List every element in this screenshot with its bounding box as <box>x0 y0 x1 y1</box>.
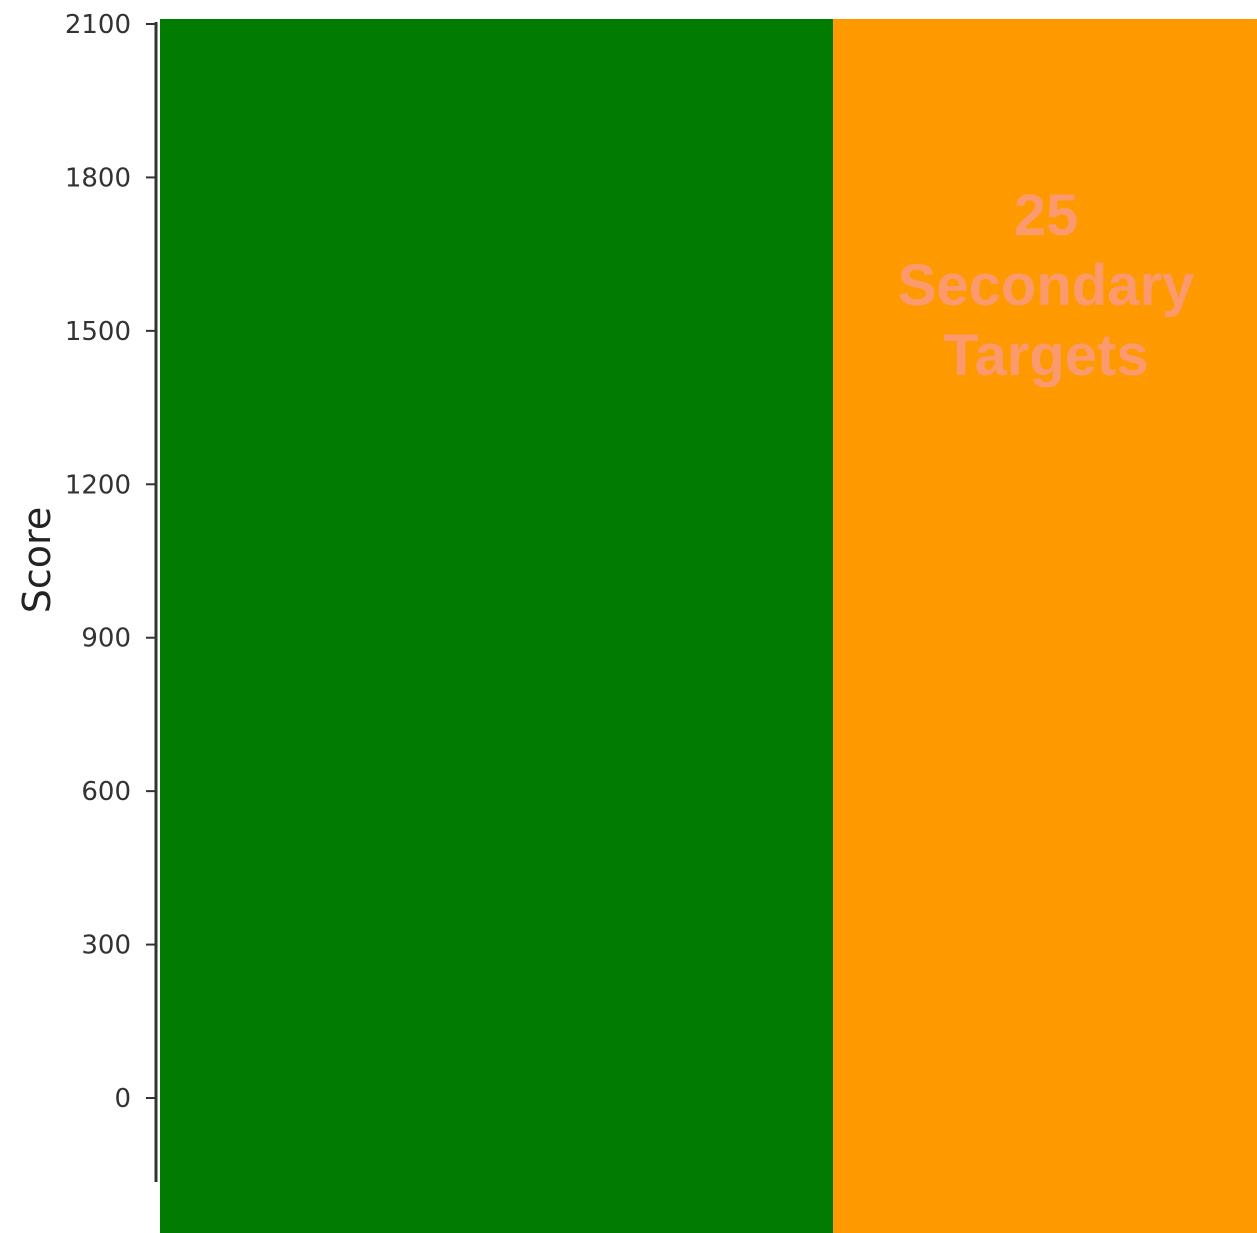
y-tick-label: 600 <box>81 777 131 807</box>
bar-label: Secondary <box>898 253 1195 318</box>
y-tick-label: 0 <box>114 1084 131 1114</box>
y-tick-label: 1500 <box>65 317 131 347</box>
y-tick-label: 1800 <box>65 163 131 193</box>
bar-label: 25 <box>1014 183 1079 248</box>
y-axis: 0 300 600 900 1200 1500 1800 2100 Score <box>15 10 158 1182</box>
y-tick-label: 300 <box>81 931 131 961</box>
y-tick-label: 900 <box>81 624 131 654</box>
bar <box>833 19 1257 1233</box>
y-axis-ticks: 0 300 600 900 1200 1500 1800 2100 <box>65 10 156 1114</box>
bar-label: Targets <box>943 323 1148 388</box>
y-tick-label: 2100 <box>65 10 131 40</box>
y-tick-label: 1200 <box>65 470 131 500</box>
y-axis-title: Score <box>15 507 59 613</box>
bar <box>160 19 833 1233</box>
